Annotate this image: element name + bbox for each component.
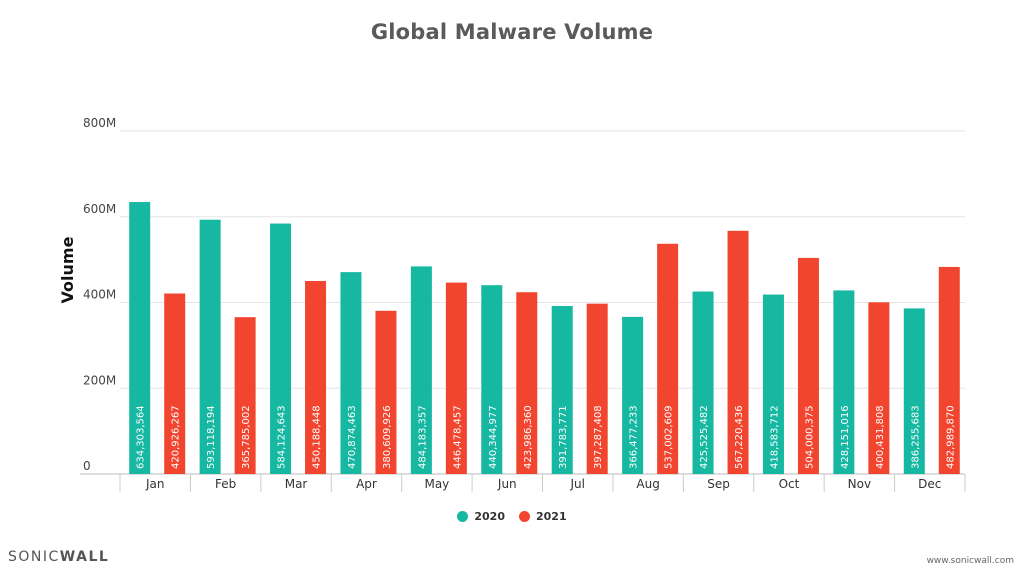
- bar-2020: [199, 219, 221, 474]
- data-label: 440,344,977: [488, 405, 499, 469]
- bar-2020: [481, 285, 503, 474]
- bar-2021: [868, 302, 890, 474]
- legend-swatch-2021: [519, 511, 530, 522]
- y-tick-label: 800M: [83, 116, 116, 130]
- y-tick-label: 600M: [83, 202, 116, 216]
- data-label: 420,926,267: [171, 405, 182, 469]
- data-label: 397,287,408: [593, 405, 604, 469]
- data-label: 593,118,194: [206, 405, 217, 469]
- y-tick-label: 400M: [83, 288, 116, 302]
- legend-swatch-2020: [457, 511, 469, 522]
- bar-2020: [340, 272, 362, 474]
- chart-title: Global Malware Volume: [370, 20, 654, 44]
- bar-2021: [657, 243, 679, 474]
- bar-2020: [622, 316, 644, 474]
- x-tick-label: Jan: [145, 477, 165, 491]
- bar-2021: [516, 292, 538, 474]
- bar-2020: [903, 308, 925, 474]
- data-label: 484,183,357: [417, 405, 428, 469]
- x-tick-label: May: [424, 477, 449, 491]
- data-label: 386,255,683: [910, 405, 921, 469]
- bar-2021: [797, 257, 819, 474]
- x-tick-label: Feb: [215, 477, 236, 491]
- bar-2021: [586, 303, 608, 474]
- legend-label-2021: 2021: [536, 510, 567, 523]
- bar-2020: [692, 291, 714, 474]
- bar-2020: [270, 223, 292, 474]
- bar-2020: [833, 290, 855, 474]
- data-label: 634,303,564: [136, 405, 147, 469]
- y-tick-label: 200M: [83, 373, 116, 387]
- data-label: 423,986,360: [523, 405, 534, 469]
- data-label: 450,188,448: [312, 405, 323, 469]
- x-tick-label: Aug: [636, 477, 659, 491]
- bar-2020: [129, 202, 151, 474]
- bar-2021: [234, 317, 256, 474]
- data-label: 470,874,463: [347, 405, 358, 469]
- bar-2021: [375, 310, 397, 474]
- logo-suffix: WALL: [59, 549, 110, 565]
- bar-2021: [164, 293, 186, 474]
- data-label: 366,477,233: [629, 405, 640, 469]
- data-label: 446,478,457: [452, 405, 463, 469]
- bar-2020: [762, 294, 784, 474]
- data-label: 418,583,712: [769, 405, 780, 469]
- x-tick-label: Apr: [356, 477, 377, 491]
- data-label: 567,220,436: [734, 405, 745, 469]
- legend-label-2020: 2020: [474, 510, 505, 523]
- x-tick-label: Oct: [779, 477, 800, 491]
- bar-2020: [551, 306, 573, 474]
- x-tick-label: Dec: [918, 477, 941, 491]
- x-tick-label: Jul: [569, 477, 584, 491]
- legend: 2020 2021: [0, 510, 1024, 523]
- data-label: 537,002,609: [664, 405, 675, 469]
- bar-2021: [305, 280, 327, 474]
- y-axis-title: Volume: [58, 236, 77, 303]
- sonicwall-logo: SONICWALL: [8, 549, 109, 565]
- data-label: 365,785,002: [241, 405, 252, 469]
- y-tick-label: 0: [83, 459, 91, 473]
- data-label: 584,124,643: [277, 405, 288, 469]
- legend-item-2021[interactable]: 2021: [519, 510, 567, 523]
- data-label: 425,525,482: [699, 405, 710, 469]
- bar-2021: [445, 282, 467, 474]
- data-label: 400,431,808: [875, 405, 886, 469]
- x-tick-label: Sep: [707, 477, 730, 491]
- bar-2020: [410, 266, 432, 474]
- x-tick-label: Mar: [285, 477, 308, 491]
- data-label: 380,609,926: [382, 405, 393, 469]
- data-label: 482,989,870: [945, 405, 956, 469]
- data-label: 504,000,375: [804, 405, 815, 469]
- x-tick-label: Nov: [848, 477, 871, 491]
- logo-prefix: SONIC: [8, 549, 60, 565]
- data-label: 391,783,771: [558, 405, 569, 469]
- bar-2021: [727, 230, 749, 474]
- footer-url: www.sonicwall.com: [926, 556, 1014, 566]
- data-label: 428,151,016: [840, 405, 851, 469]
- bar-2021: [938, 266, 960, 474]
- x-tick-label: Jun: [497, 477, 517, 491]
- legend-item-2020[interactable]: 2020: [457, 510, 505, 523]
